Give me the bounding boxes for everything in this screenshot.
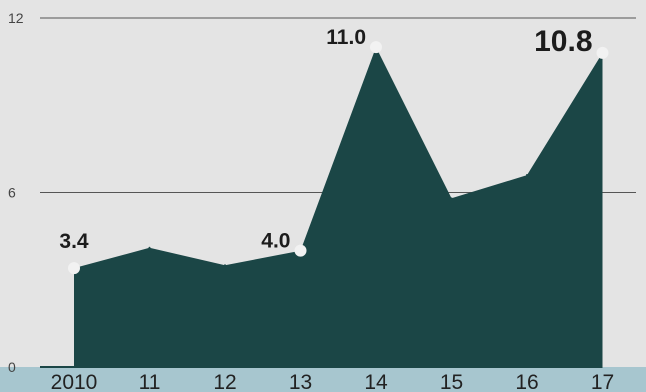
x-tick-label-11: 11 bbox=[139, 371, 161, 392]
x-tick-label-13: 13 bbox=[289, 371, 312, 392]
data-label-17: 10.8 bbox=[534, 25, 592, 58]
data-point-16 bbox=[526, 174, 528, 177]
data-label-14: 11.0 bbox=[326, 26, 366, 49]
y-tick-label-12: 12 bbox=[8, 10, 24, 26]
data-label-13: 4.0 bbox=[261, 230, 290, 253]
y-tick-label-0: 0 bbox=[8, 359, 16, 375]
data-label-2010: 3.4 bbox=[59, 230, 89, 253]
x-tick-label-16: 16 bbox=[515, 371, 538, 392]
data-point-marker-17 bbox=[596, 46, 609, 59]
x-tick-label-2010: 2010 bbox=[51, 371, 98, 392]
x-tick-label-12: 12 bbox=[213, 371, 236, 392]
data-point-marker-2010 bbox=[68, 262, 80, 275]
x-axis-band bbox=[0, 367, 646, 392]
data-point-15 bbox=[450, 197, 453, 200]
area-series bbox=[74, 47, 603, 367]
x-tick-label-15: 15 bbox=[440, 371, 463, 392]
x-tick-label-17: 17 bbox=[591, 371, 614, 392]
data-point-marker-13 bbox=[294, 244, 307, 257]
y-tick-label-6: 6 bbox=[8, 185, 16, 201]
data-point-12 bbox=[224, 264, 226, 267]
x-tick-label-14: 14 bbox=[364, 371, 388, 392]
data-point-11 bbox=[148, 246, 151, 249]
data-point-marker-14 bbox=[370, 41, 382, 54]
